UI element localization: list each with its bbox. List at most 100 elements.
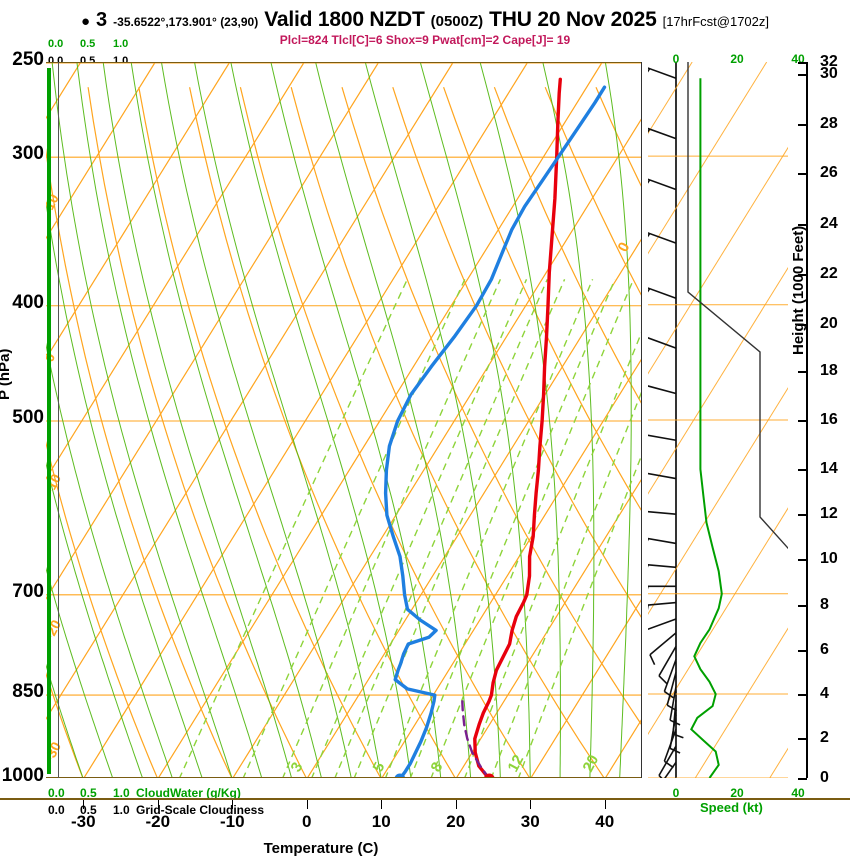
height-tick-28: 28 xyxy=(820,115,838,133)
height-tick-mark xyxy=(798,737,807,740)
height-tick-16: 16 xyxy=(820,411,838,428)
wind-barb xyxy=(648,618,677,631)
height-tick-mark xyxy=(798,694,807,697)
temperature-axis-line xyxy=(0,798,850,800)
speed-tick-20: 20 xyxy=(730,786,744,800)
profile-temperature xyxy=(473,77,562,777)
height-tick-mark xyxy=(798,173,807,176)
wind-barb xyxy=(648,232,677,244)
wind-barb xyxy=(648,67,677,80)
height-tick-10: 10 xyxy=(820,550,838,568)
height-tick-mark xyxy=(798,514,807,517)
wind-barb xyxy=(648,434,677,442)
wind-barb xyxy=(648,510,677,515)
temperature-tick-30: 30 xyxy=(520,812,540,831)
surface-temperature-marker xyxy=(484,773,495,777)
temperature-tick--10: -10 xyxy=(219,812,245,831)
temperature-tick--30: -30 xyxy=(70,812,96,831)
height-tick-20: 20 xyxy=(820,314,838,332)
temperature-tick-mark xyxy=(83,800,85,809)
cloudwater-bottom-tick: 1.0 xyxy=(113,786,130,800)
wind-barb xyxy=(648,472,677,480)
cloudwater-axis-line xyxy=(47,68,51,774)
height-tick-12: 12 xyxy=(820,505,838,523)
pressure-tick-500: 500 xyxy=(12,407,44,428)
speed-tick-20: 20 xyxy=(730,52,744,66)
wind-barb xyxy=(658,645,677,685)
surface-dewpoint-marker xyxy=(394,773,405,777)
wind-barb xyxy=(648,564,677,569)
cloudwater-top-tick: 1.0 xyxy=(113,38,129,50)
speed-tick-0: 0 xyxy=(672,786,680,800)
wind-speed-curve xyxy=(690,78,723,778)
temperature-tick-40: 40 xyxy=(595,812,615,831)
wind-barb-panel xyxy=(648,62,788,778)
pressure-tick-1000: 1000 xyxy=(1,765,44,786)
temperature-tick-20: 20 xyxy=(446,812,466,831)
temperature-tick--20: -20 xyxy=(145,812,171,831)
chart-header: ● 3 -35.6522°,173.901° (23,90) Valid 180… xyxy=(0,8,850,38)
profile-parcel xyxy=(461,699,490,777)
temperature-tick-mark xyxy=(157,800,159,809)
height-tick-mark xyxy=(798,274,807,277)
pressure-tick-400: 400 xyxy=(12,291,44,313)
skewt-plot-area: 100-10-20-3001020303581220 xyxy=(46,62,642,778)
wind-barb xyxy=(648,127,677,140)
height-tick-mark xyxy=(798,604,807,607)
height-tick-24: 24 xyxy=(820,214,838,232)
temperature-tick-mark xyxy=(604,800,606,809)
speed-tick-40: 40 xyxy=(791,786,805,800)
skewt-grid: 100-10-20-3001020303581220 xyxy=(46,63,642,777)
height-tick-14: 14 xyxy=(820,460,838,478)
cloudwater-bottom-tick: 0.5 xyxy=(80,786,97,800)
height-tick-mark xyxy=(798,778,807,780)
valid-time-zulu: (0500Z) xyxy=(430,13,484,30)
height-tick-mark xyxy=(798,223,807,226)
height-tick-18: 18 xyxy=(820,362,838,380)
pressure-tick-850: 850 xyxy=(12,681,44,703)
valid-date: THU 20 Nov 2025 xyxy=(489,8,657,31)
cloudwater-legend-label: CloudWater (g/Kg) xyxy=(136,786,241,800)
grid-label: 0 xyxy=(615,240,634,255)
height-tick-mark xyxy=(798,469,807,472)
wind-barb xyxy=(664,761,677,778)
height-tick-mark xyxy=(798,559,807,562)
height-tick-2: 2 xyxy=(820,728,829,746)
temperature-axis-label: Temperature (C) xyxy=(263,840,379,857)
wind-barb xyxy=(648,385,677,395)
temperature-tick-mark xyxy=(455,800,457,809)
wind-barb xyxy=(649,632,677,666)
temperature-tick-0: 0 xyxy=(302,812,312,831)
cloudiness-axis-line xyxy=(58,62,59,778)
height-tick-mark xyxy=(798,323,807,326)
temperature-tick-mark xyxy=(232,800,234,809)
wind-barb xyxy=(648,337,677,349)
cloudiness-bottom-tick: 0.0 xyxy=(48,803,65,817)
cloudwater-bottom-tick: 0.0 xyxy=(48,786,65,800)
height-tick-30: 30 xyxy=(820,65,838,83)
profile-dewpoint xyxy=(383,85,607,777)
pressure-tick-700: 700 xyxy=(12,580,44,602)
height-tick-4: 4 xyxy=(820,685,829,703)
wind-barb xyxy=(648,287,677,300)
height-tick-mark xyxy=(798,371,807,374)
wind-barb xyxy=(648,585,676,590)
station-coordinates: -35.6522°,173.901° (23,90) xyxy=(113,15,259,29)
temperature-tick-mark xyxy=(530,800,532,809)
forecast-hour: [17hrFcst@1702z] xyxy=(662,14,769,29)
wind-barb xyxy=(663,659,677,699)
height-tick-32: 32 xyxy=(820,53,838,70)
cloudiness-bottom-tick: 1.0 xyxy=(113,803,130,817)
temperature-tick-mark xyxy=(306,800,308,809)
plot-right-border xyxy=(641,62,642,778)
pressure-tick-250: 250 xyxy=(12,49,44,70)
height-tick-6: 6 xyxy=(820,640,829,658)
valid-time: Valid 1800 NZDT xyxy=(264,8,425,31)
station-number: 3 xyxy=(96,9,108,31)
grid-label: 5 xyxy=(370,760,389,775)
height-tick-mark xyxy=(798,124,807,127)
height-axis-line xyxy=(806,62,808,778)
pressure-tick-300: 300 xyxy=(12,143,44,165)
wind-barbs xyxy=(648,62,788,778)
height-tick-mark xyxy=(798,62,807,64)
